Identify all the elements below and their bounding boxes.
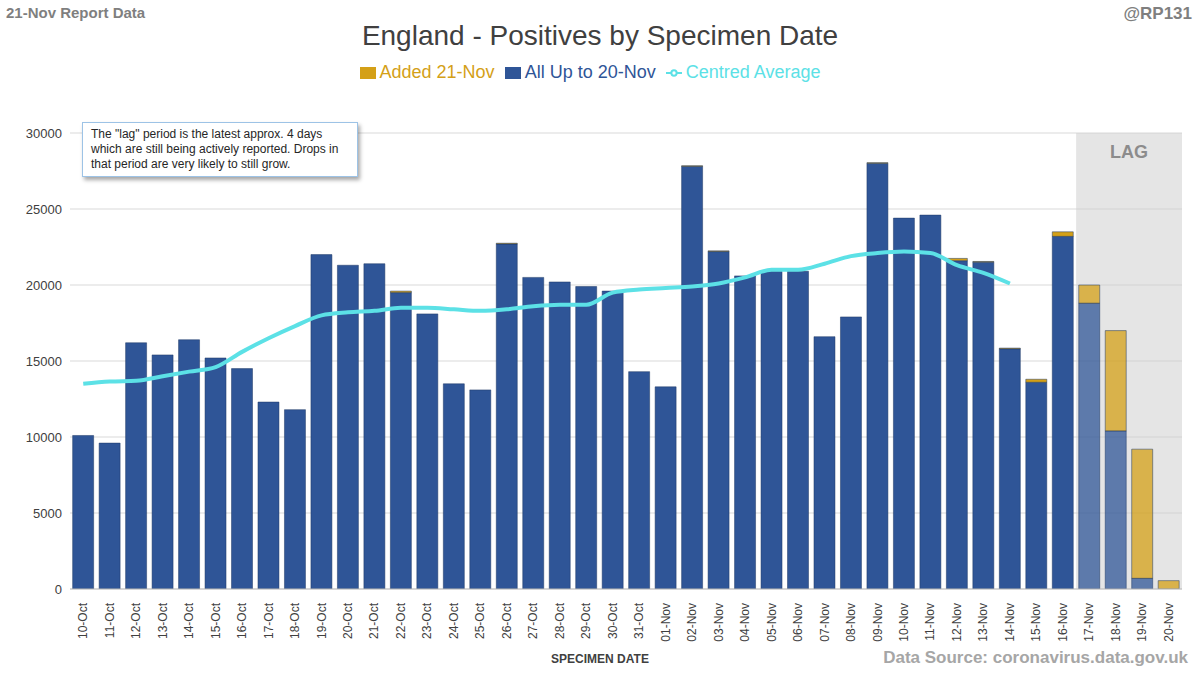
svg-text:10000: 10000 (26, 430, 62, 445)
svg-text:23-Oct: 23-Oct (420, 602, 434, 639)
svg-text:02-Nov: 02-Nov (685, 603, 699, 642)
svg-text:15000: 15000 (26, 354, 62, 369)
svg-text:16-Nov: 16-Nov (1056, 603, 1070, 642)
svg-text:14-Nov: 14-Nov (1003, 603, 1017, 642)
html-text:All Up to 20-Nov: All Up to 20-Nov (524, 62, 656, 82)
svg-text:05-Nov: 05-Nov (765, 603, 779, 642)
html-text:Data Source: coronavirus.data.: Data Source: coronavirus.data.gov.uk (883, 648, 1188, 667)
svg-text:25-Oct: 25-Oct (473, 602, 487, 639)
svg-text:31-Oct: 31-Oct (632, 602, 646, 639)
svg-text:27-Oct: 27-Oct (526, 602, 540, 639)
svg-text:18-Nov: 18-Nov (1109, 603, 1123, 642)
svg-text:20-Oct: 20-Oct (341, 602, 355, 639)
html-text:Added 21-Nov: Added 21-Nov (379, 62, 495, 82)
html-text:@RP131: @RP131 (1123, 4, 1192, 23)
html-text:SPECIMEN DATE: SPECIMEN DATE (551, 652, 649, 666)
svg-text:15-Oct: 15-Oct (209, 602, 223, 639)
svg-text:22-Oct: 22-Oct (394, 602, 408, 639)
svg-text:09-Nov: 09-Nov (871, 603, 885, 642)
svg-text:17-Oct: 17-Oct (262, 602, 276, 639)
html-text:Centred Average: Centred Average (685, 62, 821, 82)
svg-text:19-Oct: 19-Oct (315, 602, 329, 639)
svg-text:15-Nov: 15-Nov (1029, 603, 1043, 642)
svg-text:26-Oct: 26-Oct (500, 602, 514, 639)
svg-text:14-Oct: 14-Oct (182, 602, 196, 639)
svg-text:11-Nov: 11-Nov (923, 603, 937, 641)
svg-text:29-Oct: 29-Oct (579, 602, 593, 639)
svg-text:30-Oct: 30-Oct (606, 602, 620, 639)
svg-text:17-Nov: 17-Nov (1082, 603, 1096, 642)
html-text:England - Positives by Specime: England - Positives by Specimen Date (361, 20, 839, 51)
svg-text:0: 0 (55, 582, 62, 597)
svg-text:25000: 25000 (26, 202, 62, 217)
svg-text:12-Nov: 12-Nov (950, 603, 964, 642)
html-text:The "lag" period is the latest: The "lag" period is the latest approx. 4… (91, 127, 339, 171)
svg-text:28-Oct: 28-Oct (553, 602, 567, 639)
svg-text:13-Nov: 13-Nov (976, 603, 990, 642)
svg-text:24-Oct: 24-Oct (447, 602, 461, 639)
svg-text:10-Oct: 10-Oct (76, 602, 90, 639)
svg-text:16-Oct: 16-Oct (235, 602, 249, 639)
svg-text:5000: 5000 (33, 506, 62, 521)
svg-text:03-Nov: 03-Nov (712, 603, 726, 642)
svg-text:11-Oct: 11-Oct (103, 602, 117, 638)
svg-text:18-Oct: 18-Oct (288, 602, 302, 639)
svg-text:LAG: LAG (1110, 142, 1148, 162)
svg-text:08-Nov: 08-Nov (844, 603, 858, 642)
html-text:21-Nov Report Data: 21-Nov Report Data (6, 4, 146, 21)
svg-text:19-Nov: 19-Nov (1135, 603, 1149, 642)
svg-text:12-Oct: 12-Oct (129, 602, 143, 639)
svg-text:10-Nov: 10-Nov (897, 603, 911, 642)
svg-text:07-Nov: 07-Nov (818, 603, 832, 642)
svg-text:04-Nov: 04-Nov (738, 603, 752, 642)
svg-text:01-Nov: 01-Nov (659, 603, 673, 642)
svg-text:06-Nov: 06-Nov (791, 603, 805, 642)
svg-text:20000: 20000 (26, 278, 62, 293)
svg-text:13-Oct: 13-Oct (156, 602, 170, 639)
svg-text:21-Oct: 21-Oct (367, 602, 381, 639)
svg-text:20-Nov: 20-Nov (1162, 603, 1176, 642)
svg-text:30000: 30000 (26, 126, 62, 141)
